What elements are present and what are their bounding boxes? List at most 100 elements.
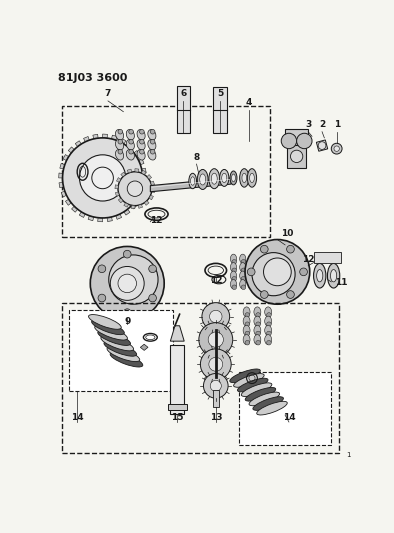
Ellipse shape — [234, 374, 264, 387]
Bar — [170, 345, 184, 414]
Polygon shape — [59, 173, 63, 178]
Ellipse shape — [126, 150, 134, 160]
Circle shape — [232, 285, 236, 289]
Ellipse shape — [240, 271, 246, 280]
Polygon shape — [120, 139, 126, 144]
Ellipse shape — [230, 280, 236, 289]
Text: 14: 14 — [71, 413, 84, 422]
Bar — [214, 87, 227, 133]
Circle shape — [202, 303, 230, 330]
Polygon shape — [128, 143, 134, 150]
Bar — [62, 106, 269, 237]
Ellipse shape — [189, 173, 197, 189]
Circle shape — [118, 140, 123, 144]
Polygon shape — [116, 214, 122, 220]
Circle shape — [118, 274, 136, 293]
Text: 81J03 3600: 81J03 3600 — [58, 73, 127, 83]
Circle shape — [267, 313, 271, 317]
Polygon shape — [124, 203, 128, 207]
Circle shape — [208, 332, 223, 347]
Ellipse shape — [265, 307, 271, 317]
Circle shape — [290, 150, 303, 163]
Circle shape — [123, 251, 131, 258]
Polygon shape — [127, 169, 132, 173]
Polygon shape — [115, 192, 119, 196]
Ellipse shape — [222, 173, 227, 183]
Ellipse shape — [240, 263, 246, 272]
Polygon shape — [140, 344, 148, 350]
Ellipse shape — [148, 130, 156, 140]
Ellipse shape — [314, 263, 326, 288]
Ellipse shape — [230, 271, 236, 280]
Ellipse shape — [209, 168, 219, 189]
Text: 7: 7 — [105, 89, 111, 98]
Bar — [62, 303, 339, 453]
Ellipse shape — [243, 335, 250, 345]
Text: 6: 6 — [180, 89, 187, 98]
Ellipse shape — [254, 325, 261, 335]
Ellipse shape — [243, 325, 250, 335]
Polygon shape — [102, 134, 108, 138]
Polygon shape — [147, 174, 152, 179]
Circle shape — [256, 322, 260, 327]
Circle shape — [139, 130, 144, 134]
Circle shape — [241, 285, 246, 289]
Bar — [285, 130, 308, 145]
Ellipse shape — [331, 270, 337, 282]
Text: 12: 12 — [302, 255, 314, 264]
Ellipse shape — [240, 254, 246, 263]
Text: 15: 15 — [171, 413, 184, 422]
Polygon shape — [75, 141, 81, 147]
Ellipse shape — [230, 369, 260, 383]
Circle shape — [251, 277, 255, 281]
Ellipse shape — [254, 335, 261, 345]
Polygon shape — [142, 178, 147, 183]
Ellipse shape — [249, 392, 280, 406]
Ellipse shape — [230, 263, 236, 272]
Circle shape — [251, 260, 255, 264]
Polygon shape — [61, 191, 67, 197]
Circle shape — [286, 245, 294, 253]
Ellipse shape — [219, 169, 229, 187]
Ellipse shape — [211, 173, 217, 184]
Circle shape — [139, 140, 144, 144]
Ellipse shape — [191, 177, 195, 185]
Circle shape — [123, 309, 131, 317]
Bar — [213, 390, 219, 407]
Circle shape — [149, 265, 156, 273]
Circle shape — [129, 149, 134, 154]
Polygon shape — [112, 135, 117, 140]
Polygon shape — [79, 212, 85, 217]
Polygon shape — [93, 134, 98, 139]
Ellipse shape — [265, 316, 271, 326]
Ellipse shape — [137, 150, 145, 160]
Ellipse shape — [115, 150, 124, 160]
Polygon shape — [134, 150, 140, 157]
Text: 4: 4 — [246, 98, 252, 107]
Ellipse shape — [92, 320, 125, 335]
Ellipse shape — [115, 140, 124, 150]
Polygon shape — [131, 205, 135, 209]
Polygon shape — [151, 178, 231, 192]
Ellipse shape — [95, 325, 127, 340]
Ellipse shape — [232, 174, 235, 182]
Circle shape — [63, 138, 143, 218]
Ellipse shape — [115, 130, 124, 140]
Circle shape — [118, 130, 123, 134]
Ellipse shape — [197, 169, 208, 189]
Text: 12: 12 — [151, 216, 163, 225]
Ellipse shape — [110, 352, 143, 367]
Bar — [239, 372, 331, 445]
Circle shape — [151, 130, 155, 134]
Ellipse shape — [107, 347, 140, 361]
Polygon shape — [115, 185, 118, 189]
Text: 14: 14 — [282, 413, 295, 422]
Text: 2: 2 — [319, 119, 325, 128]
Circle shape — [300, 268, 307, 276]
Text: 3: 3 — [305, 119, 311, 128]
Polygon shape — [88, 216, 94, 221]
Polygon shape — [151, 181, 154, 185]
Polygon shape — [84, 136, 89, 142]
Ellipse shape — [243, 307, 250, 317]
Ellipse shape — [247, 168, 256, 187]
